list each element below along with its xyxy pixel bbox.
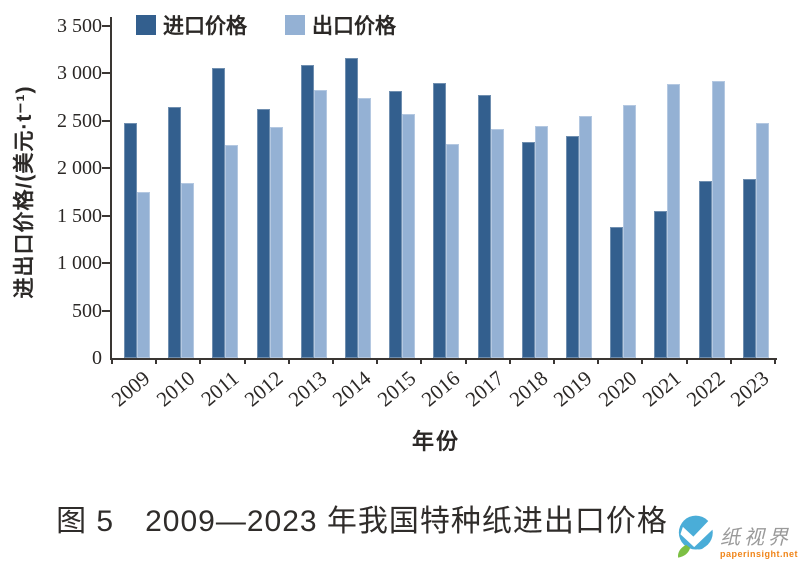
bar-export-2018	[534, 125, 548, 358]
bar-import-2020	[610, 227, 624, 358]
legend-item-import: 进口价格	[136, 10, 247, 40]
y-tick-mark	[102, 262, 111, 265]
x-tick-label-2022: 2022	[681, 366, 730, 412]
figure-caption: 图 5 2009—2023 年我国特种纸进出口价格	[56, 505, 668, 538]
x-tick-label-2009: 2009	[107, 366, 155, 412]
bar-export-2017	[490, 129, 504, 358]
x-tick-mark	[199, 358, 202, 364]
bar-import-2015	[389, 90, 403, 358]
x-tick-label-2019: 2019	[549, 366, 597, 412]
y-tick-label: 3 000	[57, 62, 102, 85]
y-tick-label: 1 000	[57, 252, 102, 275]
paperinsight-logo-icon	[677, 515, 713, 558]
x-tick-mark	[376, 358, 379, 364]
x-tick-label-2017: 2017	[460, 366, 509, 412]
x-tick-label-2016: 2016	[416, 366, 465, 412]
x-tick-label-2021: 2021	[637, 366, 686, 412]
x-tick-label-2012: 2012	[239, 366, 288, 412]
bar-export-2012	[269, 127, 283, 358]
y-tick-label: 2 500	[57, 109, 102, 132]
x-tick-mark	[641, 358, 644, 364]
x-tick-label-2023: 2023	[726, 366, 774, 412]
x-tick-label-2014: 2014	[328, 366, 376, 412]
bar-export-2010	[181, 182, 195, 358]
bar-export-2021	[667, 83, 681, 358]
export-swatch	[285, 15, 305, 35]
x-tick-mark	[508, 358, 511, 364]
legend-item-export: 出口价格	[285, 10, 396, 40]
bar-import-2009	[124, 122, 137, 358]
legend-label-export: 出口价格	[312, 15, 396, 38]
y-tick-label: 500	[72, 299, 102, 322]
bar-export-2009	[137, 192, 150, 358]
y-tick-label: 0	[92, 347, 102, 369]
watermark-brand: 纸视界	[719, 525, 792, 549]
bar-import-2022	[698, 180, 712, 358]
x-tick-mark	[111, 358, 113, 364]
y-tick-label: 2 000	[57, 157, 102, 180]
bar-import-2023	[742, 178, 756, 358]
x-tick-mark	[155, 358, 158, 364]
bar-export-2015	[402, 114, 416, 358]
x-tick-label-2013: 2013	[284, 366, 332, 412]
bar-export-2016	[446, 143, 460, 358]
y-tick-mark	[102, 214, 111, 217]
bar-import-2018	[521, 141, 535, 358]
watermark-site: paperinsight.net	[719, 549, 798, 559]
x-tick-mark	[287, 358, 290, 364]
x-tick-mark	[685, 358, 688, 364]
y-tick-mark	[102, 72, 111, 75]
bar-export-2022	[711, 81, 725, 358]
y-tick-mark	[102, 25, 111, 27]
bar-import-2021	[654, 210, 668, 358]
x-tick-label-2011: 2011	[196, 366, 244, 411]
y-tick-mark	[102, 309, 111, 312]
bar-export-2019	[579, 116, 592, 358]
bar-export-2023	[755, 122, 769, 358]
y-tick-mark	[102, 119, 111, 122]
x-axis-line	[110, 358, 777, 360]
x-tick-label-2010: 2010	[151, 366, 200, 412]
x-tick-label-2015: 2015	[372, 366, 421, 412]
bar-import-2019	[566, 136, 579, 358]
watermark: 纸视界 paperinsight.net	[674, 511, 798, 559]
bar-import-2013	[300, 64, 314, 358]
bar-import-2014	[345, 58, 358, 358]
bar-import-2012	[256, 109, 270, 358]
y-tick-mark	[102, 167, 111, 170]
x-tick-label-2018: 2018	[505, 366, 553, 412]
bar-import-2011	[212, 67, 226, 358]
plot-area: 0 500 1 000 1 500 2 000 2 500 3 000 3 500 2009 20…	[57, 15, 777, 412]
x-tick-mark	[729, 358, 732, 364]
bar-export-2013	[313, 89, 327, 358]
bar-import-2017	[477, 95, 491, 358]
x-tick-mark	[464, 358, 467, 364]
x-tick-label-2020: 2020	[593, 366, 642, 412]
bar-export-2020	[623, 104, 637, 358]
watermark-text: 纸视界 paperinsight.net	[720, 527, 798, 559]
bar-export-2011	[225, 144, 239, 358]
x-tick-mark	[553, 358, 555, 364]
legend-label-import: 进口价格	[163, 15, 247, 38]
y-axis-line	[110, 17, 112, 360]
bar-import-2016	[433, 82, 447, 358]
x-tick-mark	[774, 358, 776, 364]
x-axis-title: 年份	[411, 429, 460, 454]
y-tick-label: 1 500	[57, 204, 102, 227]
bar-export-2014	[358, 98, 371, 358]
chart-legend: 进口价格 出口价格	[136, 10, 396, 40]
y-tick-label: 3 500	[57, 15, 102, 37]
import-swatch	[136, 15, 156, 35]
x-tick-mark	[597, 358, 600, 364]
x-tick-mark	[420, 358, 423, 364]
x-tick-mark	[332, 358, 334, 364]
x-tick-mark	[243, 358, 246, 364]
bar-import-2010	[168, 106, 182, 358]
